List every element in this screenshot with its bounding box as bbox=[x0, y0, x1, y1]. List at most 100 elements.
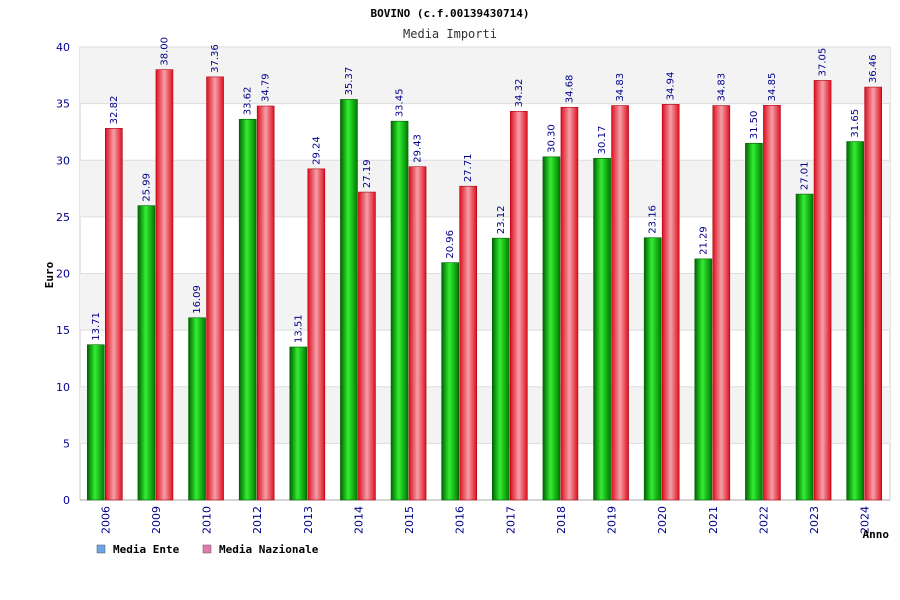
x-tick-label: 2016 bbox=[454, 506, 467, 534]
bar-media-nazionale-2017 bbox=[510, 111, 528, 501]
x-tick-label: 2024 bbox=[859, 506, 872, 534]
bar-media-ente-2022 bbox=[745, 142, 763, 501]
bar-media-nazionale-2021 bbox=[712, 105, 731, 501]
bar-media-nazionale-2016 bbox=[459, 185, 477, 501]
bar-media-nazionale-2010 bbox=[206, 76, 224, 501]
bar-value-label: 23.16 bbox=[648, 205, 659, 234]
bar-media-ente-2020 bbox=[643, 237, 662, 501]
bar-value-label: 27.71 bbox=[463, 154, 474, 183]
bar-value-label: 27.01 bbox=[800, 161, 811, 190]
x-tick-label: 2019 bbox=[606, 506, 619, 534]
y-tick-label: 15 bbox=[56, 324, 70, 337]
x-axis-label: Anno bbox=[863, 528, 890, 541]
bar-value-label: 32.82 bbox=[109, 96, 120, 125]
bar-media-nazionale-2018 bbox=[560, 106, 579, 501]
bar-value-label: 20.96 bbox=[445, 230, 456, 259]
bar-value-label: 30.17 bbox=[597, 126, 608, 155]
bar-media-nazionale-2013 bbox=[307, 168, 326, 501]
x-tick-label: 2014 bbox=[352, 506, 365, 534]
bar-value-label: 34.32 bbox=[514, 79, 525, 108]
y-tick-label: 10 bbox=[56, 381, 70, 394]
bar-value-label: 36.46 bbox=[868, 54, 879, 83]
bar-value-label: 25.99 bbox=[141, 173, 152, 202]
bar-media-nazionale-2006 bbox=[105, 128, 123, 501]
bar-media-ente-2019 bbox=[593, 158, 611, 501]
bar-value-label: 30.30 bbox=[546, 124, 557, 153]
x-tick-label: 2006 bbox=[99, 506, 112, 534]
x-tick-label: 2023 bbox=[808, 506, 821, 534]
bar-value-label: 31.65 bbox=[850, 109, 861, 138]
bar-media-ente-2010 bbox=[188, 317, 206, 501]
x-tick-label: 2010 bbox=[201, 506, 214, 534]
bar-value-label: 34.68 bbox=[564, 75, 575, 104]
bar-media-nazionale-2020 bbox=[661, 104, 680, 501]
bar-media-ente-2023 bbox=[795, 193, 814, 501]
y-tick-label: 5 bbox=[63, 437, 70, 450]
y-tick-label: 40 bbox=[56, 41, 70, 54]
bar-media-nazionale-2024 bbox=[864, 86, 882, 501]
bar-media-ente-2013 bbox=[289, 346, 308, 501]
bar-value-label: 34.85 bbox=[767, 73, 778, 102]
bar-media-ente-2017 bbox=[492, 237, 510, 501]
bar-value-label: 21.29 bbox=[698, 226, 709, 255]
y-tick-label: 25 bbox=[56, 211, 70, 224]
bar-media-nazionale-2019 bbox=[611, 105, 629, 501]
bars-group bbox=[87, 69, 882, 501]
bar-value-label: 34.94 bbox=[666, 72, 677, 101]
bar-media-ente-2021 bbox=[694, 258, 713, 501]
bar-value-label: 35.37 bbox=[344, 67, 355, 96]
bar-media-nazionale-2015 bbox=[408, 166, 427, 501]
y-tick-label: 35 bbox=[56, 98, 70, 111]
bar-media-ente-2015 bbox=[390, 120, 409, 501]
bar-value-label: 34.83 bbox=[615, 73, 626, 102]
bar-value-label: 33.45 bbox=[395, 89, 406, 118]
x-tick-label: 2015 bbox=[403, 506, 416, 534]
y-tick-label: 30 bbox=[56, 154, 70, 167]
legend-label-media-nazionale: Media Nazionale bbox=[219, 543, 319, 556]
bar-media-ente-2012 bbox=[238, 118, 257, 501]
legend: Media Ente Media Nazionale bbox=[96, 543, 319, 556]
legend-swatch-media-ente bbox=[96, 544, 106, 554]
y-tick-label: 20 bbox=[56, 268, 70, 281]
x-tick-label: 2022 bbox=[757, 506, 770, 534]
bar-media-ente-2018 bbox=[542, 156, 561, 501]
bar-media-nazionale-2012 bbox=[256, 105, 275, 501]
x-tick-label: 2020 bbox=[656, 506, 669, 534]
bar-media-nazionale-2014 bbox=[358, 191, 376, 501]
x-tick-label: 2012 bbox=[251, 506, 264, 534]
bar-media-ente-2006 bbox=[87, 344, 105, 501]
y-axis-label: Euro bbox=[43, 261, 56, 288]
bar-value-label: 29.24 bbox=[311, 136, 322, 165]
bar-media-ente-2016 bbox=[441, 262, 459, 501]
x-tick-label: 2018 bbox=[555, 506, 568, 534]
bar-value-label: 29.43 bbox=[413, 134, 424, 163]
bar-value-label: 34.83 bbox=[716, 73, 727, 102]
y-tick-label: 0 bbox=[63, 494, 70, 507]
bar-media-ente-2014 bbox=[340, 99, 358, 501]
bar-media-ente-2024 bbox=[846, 141, 864, 501]
x-tick-label: 2009 bbox=[150, 506, 163, 534]
bar-value-label: 37.05 bbox=[818, 48, 829, 77]
x-tick-label: 2021 bbox=[707, 506, 720, 534]
bar-value-label: 13.71 bbox=[91, 312, 102, 341]
bar-value-label: 16.09 bbox=[192, 285, 203, 314]
x-tick-label: 2013 bbox=[302, 506, 315, 534]
legend-swatch-media-nazionale bbox=[202, 544, 212, 554]
bar-value-label: 33.62 bbox=[243, 87, 254, 116]
bar-media-nazionale-2023 bbox=[813, 80, 832, 501]
bar-value-label: 34.79 bbox=[261, 73, 272, 102]
bar-value-label: 38.00 bbox=[159, 37, 170, 66]
bar-media-ente-2009 bbox=[137, 205, 156, 501]
chart-subtitle: Media Importi bbox=[403, 27, 497, 41]
bar-media-nazionale-2009 bbox=[155, 69, 174, 501]
x-tick-label: 2017 bbox=[504, 506, 517, 534]
bar-value-label: 13.51 bbox=[293, 314, 304, 343]
bar-value-label: 27.19 bbox=[362, 159, 373, 188]
legend-label-media-ente: Media Ente bbox=[113, 543, 180, 556]
bar-value-label: 31.50 bbox=[749, 111, 760, 140]
bar-value-label: 37.36 bbox=[210, 44, 221, 73]
y-axis-ticks: 0 5 10 15 20 25 30 35 40 bbox=[56, 41, 70, 507]
bar-value-labels: 13.71 32.82 25.99 38.00 16.09 37.36 33.62 34.79… bbox=[91, 37, 879, 343]
chart-title: BOVINO (c.f.00139430714) bbox=[371, 7, 530, 20]
